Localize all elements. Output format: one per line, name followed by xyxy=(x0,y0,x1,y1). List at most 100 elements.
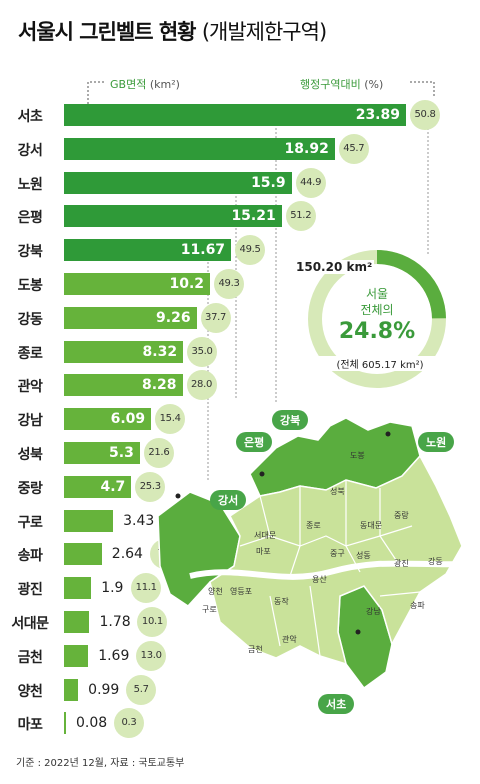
map-district-label: 관악 xyxy=(282,635,297,644)
bar-category-label: 광진 xyxy=(17,582,43,599)
bar-category-label: 관악 xyxy=(17,379,43,396)
map-han-river xyxy=(189,560,471,580)
legend-area: GB면적 (km²) xyxy=(110,76,180,92)
bar xyxy=(64,171,292,194)
donut-chart xyxy=(308,250,446,388)
donut-part-label: 150.20 km² xyxy=(294,260,375,274)
chart-title: 서울시 그린벨트 현황 (개발제한구역) xyxy=(18,16,327,46)
bar-value-label: 11.67 xyxy=(180,242,226,259)
legend-ratio-unit: (%) xyxy=(364,78,384,91)
ratio-circle: 49.3 xyxy=(214,269,245,299)
map-district-label: 영등포 xyxy=(230,587,253,596)
map-tag-label: 노원 xyxy=(418,432,455,452)
map-marker-dot xyxy=(355,629,361,635)
bar xyxy=(64,442,140,464)
map-tag-label: 강북 xyxy=(272,410,309,430)
ratio-circle: 11.1 xyxy=(131,573,162,604)
bar xyxy=(64,509,114,532)
seoul-map xyxy=(157,417,471,690)
bar-category-label: 강동 xyxy=(17,311,43,328)
donut-center: 서울 전체의 24.8% xyxy=(304,286,450,346)
bar-value-label: 15.9 xyxy=(251,174,286,191)
bar-value-label: 1.9 xyxy=(101,580,124,597)
bar-value-label: 2.64 xyxy=(111,546,143,563)
bar-value-label: 6.09 xyxy=(110,411,146,428)
bar-value-label: 4.7 xyxy=(100,478,126,495)
map-district-label: 강동 xyxy=(428,557,443,566)
donut-arc xyxy=(308,250,446,388)
legend-ratio: 행정구역대비 (%) xyxy=(300,76,383,92)
ratio-circle: 0.3 xyxy=(114,708,144,739)
bar xyxy=(64,408,152,431)
map-district-label: 중랑 xyxy=(394,511,409,520)
bar-value-label: 0.08 xyxy=(76,715,108,732)
bar-value-label: 15.21 xyxy=(231,208,276,225)
bar-category-label: 강북 xyxy=(17,244,43,261)
bar xyxy=(64,374,183,397)
bar-value-label: 8.28 xyxy=(141,377,177,394)
legend-area-label: GB면적 xyxy=(110,78,147,91)
bar-category-label: 서초 xyxy=(17,109,43,125)
bar xyxy=(64,239,232,262)
bar xyxy=(64,475,132,498)
bar-category-label: 강서 xyxy=(17,142,43,159)
source-footer: 기준 : 2022년 12월, 자료 : 국토교통부 xyxy=(16,758,185,769)
map-district-label: 중구 xyxy=(330,549,345,558)
donut-center-line1: 서울 xyxy=(365,287,389,301)
bar-category-label: 금천 xyxy=(17,649,43,666)
bar-value-label: 10.2 xyxy=(169,276,205,292)
ratio-circle: 21.6 xyxy=(143,438,174,468)
bar xyxy=(64,137,335,160)
bar-category-label: 강남 xyxy=(17,413,43,430)
donut-total-label: (전체 605.17 km²) xyxy=(300,356,460,371)
map-tag-label: 강서 xyxy=(210,490,247,510)
map-district-label: 송파 xyxy=(410,601,425,610)
donut-percent: 24.8% xyxy=(338,319,416,344)
map-marker-dot xyxy=(175,493,181,499)
ratio-circle: 10.1 xyxy=(137,607,168,637)
ratio-circle: 28.0 xyxy=(186,370,217,401)
map-district-label: 도봉 xyxy=(350,451,365,460)
bar xyxy=(64,273,211,295)
ratio-circle: 45.7 xyxy=(338,133,369,164)
bar-value-label: 8.32 xyxy=(142,343,178,360)
map-tag-label: 서초 xyxy=(318,694,355,714)
title-main: 서울시 그린벨트 현황 xyxy=(18,20,197,44)
bar-value-label: 5.3 xyxy=(109,445,134,461)
map-district-label: 서대문 xyxy=(254,531,277,540)
map-marker-dot xyxy=(385,431,391,437)
bar xyxy=(64,678,79,701)
ratio-circle: 37.7 xyxy=(200,302,231,333)
bar xyxy=(64,306,197,329)
bar xyxy=(64,611,90,633)
bar-value-label: 0.99 xyxy=(88,681,120,698)
ratio-circle: 50.8 xyxy=(410,100,440,130)
ratio-circle: 15.4 xyxy=(155,404,186,435)
bar-category-label: 양천 xyxy=(17,683,43,700)
map-district-label: 성북 xyxy=(330,487,345,496)
bar xyxy=(64,712,66,735)
bar-category-label: 서대문 xyxy=(11,616,49,632)
bar-category-label: 송파 xyxy=(17,548,43,565)
title-subtitle: (개발제한구역) xyxy=(201,20,327,44)
ratio-circle: 44.9 xyxy=(295,167,326,198)
bar-category-label: 노원 xyxy=(17,176,43,193)
bar xyxy=(64,644,89,667)
map-district-label: 금천 xyxy=(248,645,263,654)
bar-category-label: 은평 xyxy=(17,210,43,227)
donut-center-line2: 전체의 xyxy=(360,303,394,317)
map-district-label: 용산 xyxy=(312,575,327,584)
bar-category-label: 도봉 xyxy=(17,278,43,294)
bar-category-label: 중랑 xyxy=(17,480,43,497)
bar-category-label: 종로 xyxy=(17,345,43,362)
bar-value-label: 18.92 xyxy=(284,140,329,157)
bar xyxy=(64,543,102,566)
map-district-label: 강남 xyxy=(366,607,381,616)
map-marker-dot xyxy=(259,471,265,477)
map-district-label: 성동 xyxy=(356,551,371,560)
ratio-circle: 5.7 xyxy=(126,674,157,705)
map-district-label: 동작 xyxy=(274,597,289,606)
map-district-borders xyxy=(239,480,421,657)
map-district-label: 양천 xyxy=(208,587,223,596)
legend-ratio-label: 행정구역대비 xyxy=(300,78,361,91)
